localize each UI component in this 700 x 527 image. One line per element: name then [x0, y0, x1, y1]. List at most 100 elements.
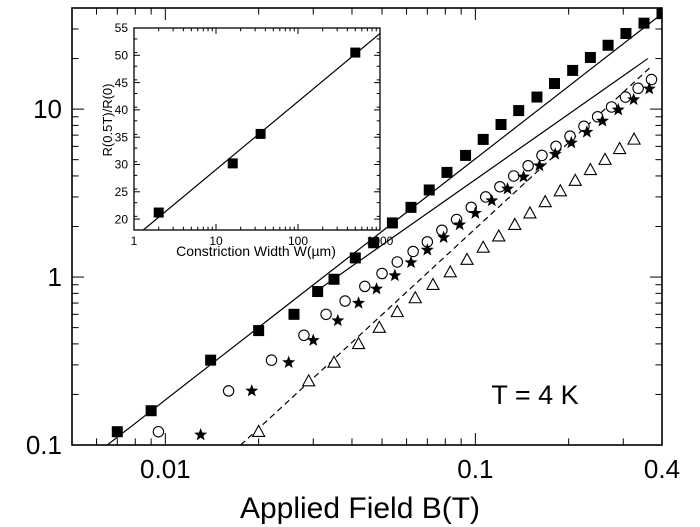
- main-open-circle-point: [298, 329, 310, 342]
- main-open-triangle-point: [390, 304, 405, 318]
- main-open-triangle-point: [443, 264, 458, 278]
- main-y-tick-label: 1: [48, 262, 62, 292]
- main-annotation-label: T = 4 K: [491, 380, 578, 410]
- main-open-triangle-point: [553, 183, 568, 197]
- main-open-circle-point: [536, 149, 548, 162]
- main-fit-line-2: [312, 58, 649, 294]
- main-star-point: [370, 282, 384, 295]
- main-fit-line-1: [106, 13, 662, 445]
- main-filled-square-point: [620, 27, 632, 39]
- inset-plot-area: [142, 32, 380, 230]
- main-x-tick-label: 0.4: [644, 454, 680, 484]
- main-open-circle-point: [376, 267, 388, 280]
- inset-y-tick-label: 40: [115, 103, 129, 117]
- main-open-circle-point: [645, 73, 658, 86]
- inset-y-tick-label: 20: [115, 212, 129, 226]
- main-filled-square-point: [111, 426, 123, 438]
- main-star-point: [564, 135, 578, 149]
- inset-x-tick-label: 10: [209, 234, 223, 248]
- main-x-tick-label: 0.1: [457, 454, 493, 484]
- main-filled-square-point: [328, 273, 340, 285]
- inset-y-axis-title: R(0.5T)/R(0): [100, 84, 115, 157]
- main-star-point: [627, 92, 641, 106]
- main-star-point: [453, 217, 467, 231]
- inset-filled-square-point: [227, 158, 238, 169]
- main-open-triangle-point: [301, 373, 316, 387]
- main-star-point: [420, 243, 434, 256]
- inset-chart: 1 10 100 1000 20 25 30 35 40 45 50 55: [115, 21, 394, 248]
- main-filled-square-point: [368, 237, 380, 249]
- main-filled-square-point: [441, 166, 453, 178]
- inset-y-tick-label: 55: [115, 21, 129, 35]
- inset-filled-square-point: [153, 207, 164, 218]
- inset-filled-square-point: [255, 128, 266, 139]
- inset-x-tick-label: 1000: [367, 234, 394, 248]
- main-filled-square-point: [513, 105, 525, 117]
- main-star-point: [352, 296, 366, 309]
- main-filled-square-point: [405, 201, 417, 213]
- main-star-point: [245, 384, 259, 397]
- main-open-circle-point: [407, 245, 419, 258]
- main-filled-square-point: [460, 149, 472, 161]
- main-open-triangle-point: [476, 240, 491, 253]
- main-filled-square-point: [567, 64, 579, 76]
- main-open-triangle-point: [491, 228, 506, 242]
- main-filled-square-point: [584, 51, 596, 63]
- main-open-circle-point: [152, 425, 165, 438]
- main-open-circle-point: [359, 280, 371, 293]
- main-open-triangle-point: [522, 205, 537, 219]
- main-filled-square-point: [423, 184, 435, 196]
- main-filled-square-point: [386, 217, 398, 229]
- main-open-triangle-point: [351, 336, 366, 350]
- inset-y-tick-label: 30: [115, 158, 129, 172]
- inset-x-tick-label: 100: [288, 234, 308, 248]
- main-open-triangle-point: [251, 424, 266, 437]
- main-open-circle-point: [391, 256, 404, 268]
- main-star-point: [468, 206, 482, 219]
- inset-y-tick-label: 50: [115, 48, 129, 62]
- main-star-point: [404, 255, 418, 269]
- main-open-circle-point: [619, 91, 632, 103]
- main-star-point: [194, 427, 208, 441]
- main-open-circle-point: [320, 308, 332, 321]
- main-open-circle-point: [522, 160, 534, 172]
- main-filled-square-point: [656, 8, 662, 20]
- main-open-triangle-point: [507, 217, 522, 230]
- main-filled-square-point: [477, 133, 489, 145]
- main-star-point: [282, 355, 296, 368]
- main-open-triangle-point: [425, 277, 440, 290]
- inset-y-tick-label: 35: [115, 130, 129, 144]
- main-y-tick-label: 10: [33, 94, 62, 124]
- main-open-triangle-point: [460, 252, 474, 265]
- main-filled-square-point: [638, 17, 650, 29]
- main-filled-square-point: [349, 252, 361, 264]
- main-open-triangle-point: [408, 290, 423, 304]
- inset-x-tick-label: 1: [131, 234, 138, 248]
- main-star-point: [580, 125, 594, 138]
- main-open-circle-point: [507, 170, 520, 182]
- inset-y-tick-label: 45: [115, 76, 129, 90]
- main-star-point: [437, 230, 451, 244]
- main-open-circle-point: [265, 354, 278, 366]
- main-star-point: [532, 158, 546, 172]
- main-open-triangle-point: [627, 132, 642, 145]
- main-open-triangle-point: [568, 173, 583, 186]
- main-star-point: [306, 333, 320, 346]
- main-plot-area: [106, 8, 662, 445]
- main-filled-square-point: [602, 39, 614, 51]
- main-open-circle-point: [632, 82, 644, 95]
- main-star-point: [388, 268, 402, 282]
- main-filled-square-point: [288, 308, 300, 320]
- main-open-triangle-point: [583, 162, 598, 176]
- main-filled-square-point: [531, 91, 543, 103]
- main-star-point: [501, 182, 515, 195]
- main-star-point: [517, 170, 530, 183]
- main-star-point: [611, 103, 625, 116]
- main-open-triangle-point: [598, 152, 613, 165]
- main-star-point: [331, 313, 345, 327]
- main-open-triangle-point: [612, 141, 627, 155]
- main-x-tick-label: 0.01: [140, 454, 191, 484]
- main-filled-square-point: [312, 286, 324, 298]
- main-filled-square-point: [548, 78, 560, 90]
